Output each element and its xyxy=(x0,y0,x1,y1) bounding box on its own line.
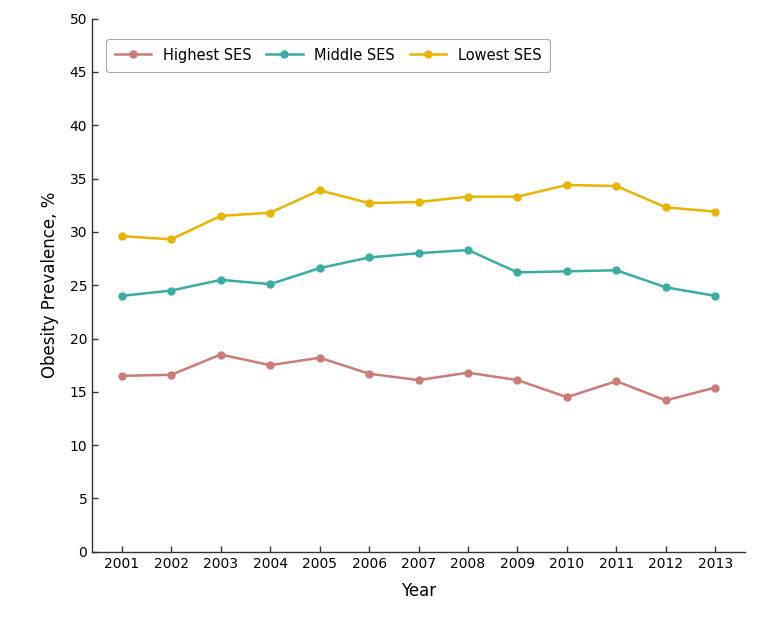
Highest SES xyxy=(661,397,670,404)
Highest SES xyxy=(315,354,324,361)
Highest SES xyxy=(612,378,621,385)
Lowest SES xyxy=(463,193,472,200)
X-axis label: Year: Year xyxy=(401,582,436,600)
Lowest SES xyxy=(661,203,670,211)
Lowest SES xyxy=(167,236,176,243)
Middle SES xyxy=(315,264,324,272)
Middle SES xyxy=(118,292,127,299)
Line: Highest SES: Highest SES xyxy=(118,351,719,404)
Lowest SES xyxy=(365,200,374,207)
Highest SES xyxy=(414,376,423,384)
Highest SES xyxy=(463,369,472,376)
Lowest SES xyxy=(710,208,720,215)
Lowest SES xyxy=(414,198,423,206)
Middle SES xyxy=(562,268,571,275)
Lowest SES xyxy=(216,212,225,219)
Middle SES xyxy=(710,292,720,299)
Middle SES xyxy=(661,283,670,291)
Middle SES xyxy=(216,276,225,283)
Lowest SES xyxy=(315,187,324,194)
Y-axis label: Obesity Prevalence, %: Obesity Prevalence, % xyxy=(41,192,58,378)
Middle SES xyxy=(513,268,522,276)
Middle SES xyxy=(365,254,374,261)
Lowest SES xyxy=(513,193,522,200)
Highest SES xyxy=(167,371,176,378)
Highest SES xyxy=(710,384,720,391)
Middle SES xyxy=(266,280,275,288)
Highest SES xyxy=(365,370,374,378)
Line: Lowest SES: Lowest SES xyxy=(118,182,719,243)
Highest SES xyxy=(216,351,225,358)
Lowest SES xyxy=(266,209,275,216)
Highest SES xyxy=(562,394,571,401)
Middle SES xyxy=(463,246,472,254)
Line: Middle SES: Middle SES xyxy=(118,247,719,299)
Middle SES xyxy=(167,287,176,294)
Lowest SES xyxy=(612,182,621,190)
Highest SES xyxy=(513,376,522,384)
Highest SES xyxy=(118,372,127,379)
Middle SES xyxy=(612,267,621,274)
Lowest SES xyxy=(562,181,571,188)
Middle SES xyxy=(414,249,423,257)
Highest SES xyxy=(266,361,275,369)
Legend: Highest SES, Middle SES, Lowest SES: Highest SES, Middle SES, Lowest SES xyxy=(106,39,550,72)
Lowest SES xyxy=(118,232,127,240)
